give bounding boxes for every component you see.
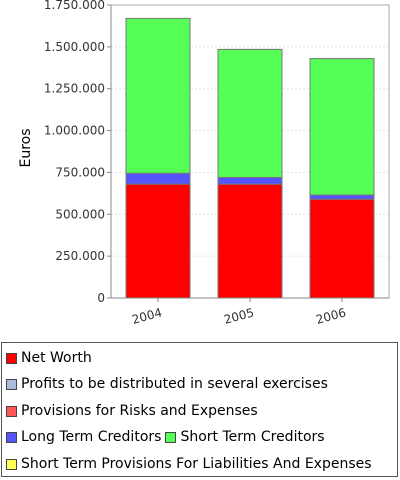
y-tick-label: 750.000 — [55, 165, 105, 179]
x-tick-label: 2004 — [130, 305, 163, 326]
profits-swatch — [6, 378, 17, 390]
x-tick-label: 2006 — [314, 305, 347, 326]
bar-segment-2004-3 — [125, 172, 191, 185]
legend-item: Provisions for Risks and Expenses — [6, 403, 258, 419]
legend-row: Net Worth — [6, 348, 96, 368]
legend-row: Short Term Provisions For Liabilities An… — [6, 454, 376, 474]
y-tick-label: 1.500.000 — [44, 40, 105, 54]
legend-row: Provisions for Risks and Expenses — [6, 401, 262, 421]
legend-label: Short Term Provisions For Liabilities An… — [21, 456, 372, 472]
y-tick-label: 250.000 — [55, 249, 105, 263]
bar-segment-2006-4 — [309, 58, 375, 196]
legend-label: Long Term Creditors — [21, 429, 162, 445]
provisions-swatch — [6, 405, 17, 417]
legend-item: Profits to be distributed in several exe… — [6, 376, 328, 392]
bar-segment-2005-3 — [217, 176, 283, 185]
legend-item: Long Term Creditors — [6, 429, 161, 445]
legend-label: Profits to be distributed in several exe… — [21, 376, 328, 392]
axes — [107, 4, 390, 302]
y-axis-title: Euros — [18, 128, 34, 167]
legend-label: Provisions for Risks and Expenses — [21, 403, 258, 419]
chart-legend: Net Worth Profits to be distributed in se… — [1, 342, 398, 477]
bar-segment-2004-0 — [125, 183, 191, 299]
stacked-bar-chart: 0 250.000 500.000 750.000 1.000.000 1.250.000… — [18, 0, 390, 327]
y-tick-label: 1.750.000 — [44, 0, 105, 12]
y-tick-label: 1.250.000 — [44, 82, 105, 96]
legend-row: Long Term Creditors Short Term Creditors — [6, 427, 329, 447]
long-term-swatch — [6, 431, 17, 443]
y-tick-label: 0 — [97, 291, 105, 305]
short-term-swatch — [165, 431, 177, 443]
net-worth-swatch — [6, 352, 17, 364]
bar-segment-2006-0 — [309, 198, 375, 299]
legend-label: Net Worth — [21, 350, 92, 366]
y-tick-label: 1.000.000 — [44, 124, 105, 138]
bar-segment-2005-4 — [217, 48, 283, 178]
bar-segment-2004-4 — [125, 17, 191, 174]
bar-segment-2005-0 — [217, 183, 283, 299]
legend-item: Short Term Provisions For Liabilities An… — [6, 456, 372, 472]
tick-labels: 0 250.000 500.000 750.000 1.000.000 1.250.000… — [44, 0, 348, 327]
legend-label: Short Term Creditors — [180, 429, 325, 445]
legend-row: Profits to be distributed in several exe… — [6, 374, 332, 394]
short-term-provisions-swatch — [6, 458, 17, 470]
bar-segment-2006-3 — [309, 194, 375, 200]
legend-item: Net Worth — [6, 350, 92, 366]
bars — [125, 17, 375, 299]
y-tick-label: 500.000 — [55, 207, 105, 221]
x-tick-label: 2005 — [222, 305, 255, 326]
legend-item: Short Term Creditors — [165, 429, 325, 445]
